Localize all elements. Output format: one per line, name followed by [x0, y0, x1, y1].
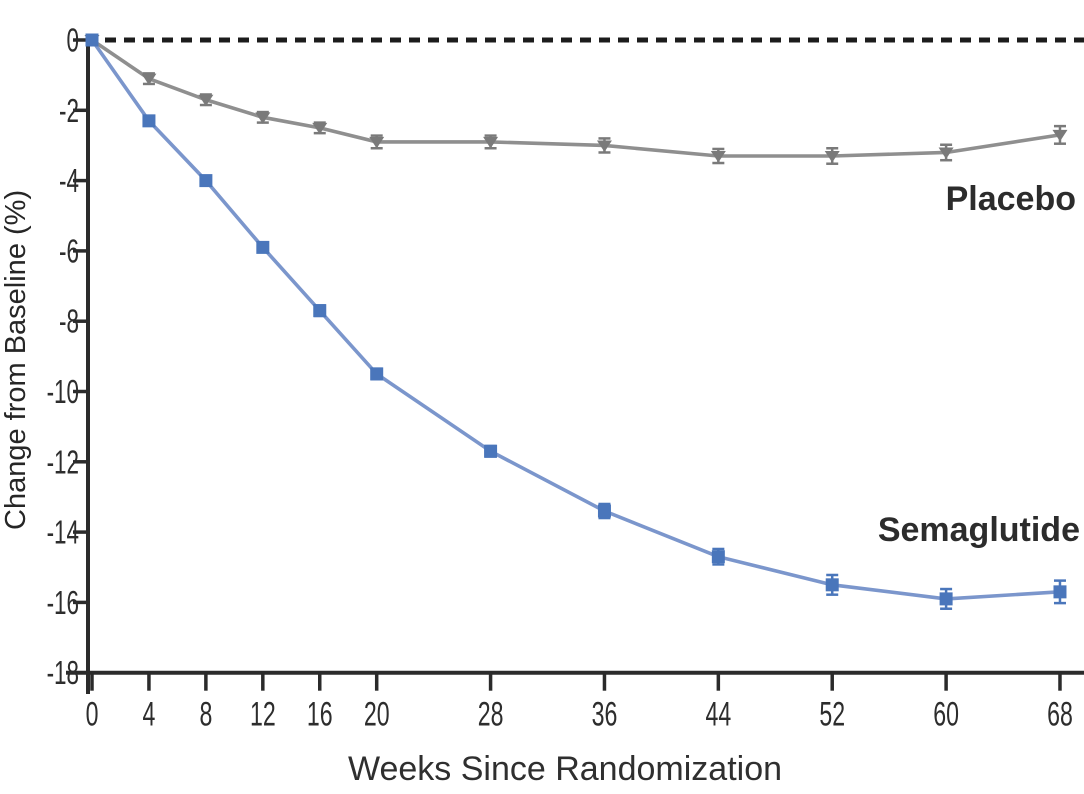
- series-label-semaglutide: Semaglutide: [877, 511, 1080, 549]
- data-point-marker: [142, 114, 156, 128]
- series-placebo: [84, 35, 1068, 165]
- data-point-marker: [938, 147, 954, 159]
- y-axis-title: Change from Baseline (%): [0, 189, 32, 531]
- data-point-marker: [483, 136, 499, 149]
- x-axis-title: Weeks Since Randomization: [347, 750, 783, 788]
- data-point-marker: [1052, 129, 1068, 142]
- data-point-marker: [85, 33, 99, 47]
- data-point-marker: [256, 240, 270, 254]
- x-tick-label: 8: [199, 696, 212, 733]
- data-point-marker: [312, 122, 328, 135]
- data-point-marker: [484, 444, 498, 458]
- data-point-marker: [824, 150, 840, 163]
- data-point-marker: [1053, 585, 1067, 599]
- y-tick-label: -6: [59, 232, 79, 269]
- y-tick-label: -16: [47, 583, 79, 620]
- y-tick-label: 0: [67, 21, 79, 58]
- x-tick-label: 16: [307, 696, 333, 733]
- y-tick-label: -8: [59, 302, 79, 339]
- x-tick-label: 12: [250, 696, 276, 733]
- data-point-marker: [198, 94, 214, 107]
- x-tick-label: 52: [819, 696, 845, 733]
- y-tick-label: -4: [59, 162, 79, 199]
- data-point-marker: [710, 150, 726, 163]
- x-tick-label: 0: [86, 696, 99, 733]
- data-point-marker: [199, 174, 213, 188]
- series-semaglutide: [85, 33, 1067, 610]
- data-point-marker: [313, 304, 327, 318]
- y-ticks: 0 -2 -4 -6 -8 -10 -12 -14 -16 -18: [47, 21, 88, 691]
- x-tick-label: 20: [364, 696, 390, 733]
- x-tick-label: 36: [592, 696, 618, 733]
- y-tick-label: -14: [47, 513, 79, 550]
- x-tick-label: 28: [478, 696, 504, 733]
- data-point-marker: [596, 140, 612, 152]
- y-tick-label: -2: [59, 91, 79, 128]
- series-line: [90, 38, 1061, 601]
- data-point-marker: [939, 592, 953, 606]
- data-point-marker: [369, 136, 385, 149]
- data-point-marker: [370, 367, 384, 381]
- data-point-marker: [825, 578, 839, 592]
- x-ticks: 0 4 8 12 16 20 28 36 44 52 60 68: [86, 672, 1073, 734]
- y-tick-label: -12: [47, 443, 79, 480]
- y-tick-label: -10: [47, 373, 79, 410]
- x-tick-label: 68: [1047, 696, 1073, 733]
- axes: [66, 36, 1084, 694]
- x-tick-label: 60: [933, 696, 959, 733]
- x-tick-label: 44: [705, 696, 731, 733]
- series-label-placebo: Placebo: [945, 180, 1076, 218]
- data-point-marker: [141, 73, 157, 86]
- data-point-marker: [711, 550, 725, 564]
- data-point-marker: [597, 504, 611, 518]
- x-tick-label: 4: [143, 696, 156, 733]
- data-point-marker: [255, 112, 271, 124]
- y-tick-label: -18: [47, 654, 79, 691]
- series-line: [90, 38, 1061, 158]
